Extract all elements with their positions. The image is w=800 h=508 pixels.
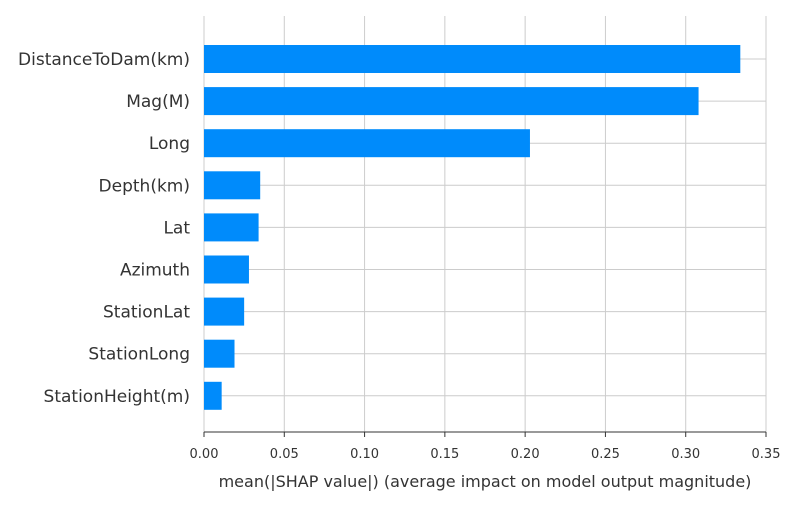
category-label: Depth(km) [99, 176, 190, 196]
bar-mag-m [204, 87, 699, 116]
category-label: Mag(M) [126, 92, 190, 112]
x-tick-label: 0.05 [270, 447, 299, 462]
category-label: StationHeight(m) [44, 387, 190, 407]
bar-long [204, 129, 530, 158]
bar-stationlat [204, 297, 245, 326]
x-tick-label: 0.15 [430, 447, 459, 462]
x-tick-label: 0.00 [190, 447, 219, 462]
bars-layer [204, 45, 741, 410]
grid-layer [203, 16, 767, 432]
x-tick-label: 0.25 [591, 447, 620, 462]
x-tick-label: 0.20 [511, 447, 540, 462]
x-tick-label: 0.35 [752, 447, 781, 462]
category-label: StationLat [103, 303, 190, 323]
category-label: Lat [163, 218, 190, 238]
bar-stationlong [204, 339, 235, 368]
bar-depth-km [204, 171, 261, 200]
bar-azimuth [204, 255, 249, 284]
bar-lat [204, 213, 259, 242]
category-label: Long [149, 134, 190, 154]
x-tick-label: 0.10 [350, 447, 379, 462]
category-label: StationLong [88, 345, 190, 365]
x-tick-label: 0.30 [671, 447, 700, 462]
bar-stationheight-m [204, 381, 222, 410]
category-label: Azimuth [120, 261, 190, 281]
category-label: DistanceToDam(km) [18, 50, 190, 70]
x-axis-ticks: 0.00 0.05 0.10 0.15 0.20 0.25 0.30 0.35 [190, 432, 781, 462]
category-labels: DistanceToDam(km) Mag(M) Long Depth(km) Lat A… [18, 50, 190, 407]
bar-distancetodam-km [204, 45, 741, 73]
x-axis-label: mean(|SHAP value|) (average impact on mo… [219, 472, 752, 491]
